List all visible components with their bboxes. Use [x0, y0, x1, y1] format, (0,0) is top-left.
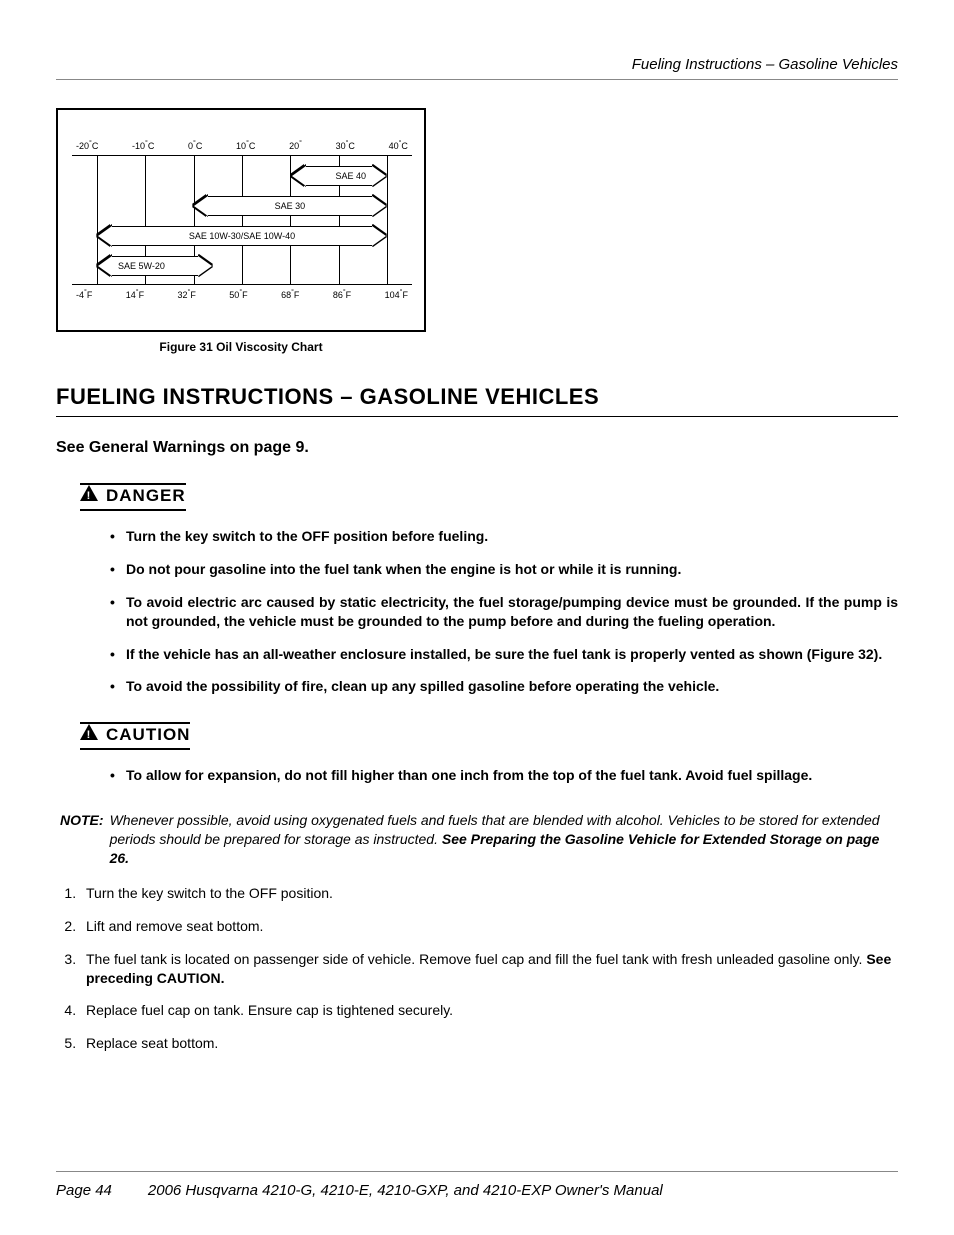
warning-item: To avoid electric arc caused by static e…: [110, 593, 898, 631]
chart-bars-area: SAE 40 SAE 30 SAE 10W-30/SAE 10W-40 SAE 5W-…: [72, 155, 412, 285]
step-item: Replace fuel cap on tank. Ensure cap is …: [80, 1001, 898, 1020]
warning-item: To allow for expansion, do not fill high…: [110, 766, 898, 785]
steps-list: Turn the key switch to the OFF position.…: [80, 884, 898, 1053]
warning-icon: !: [80, 724, 98, 745]
svg-text:!: !: [87, 729, 92, 740]
page-header: Fueling Instructions – Gasoline Vehicles: [56, 56, 898, 80]
temp-label-f: 86°F: [333, 289, 351, 300]
temp-label-f: 50°F: [229, 289, 247, 300]
temp-label-c: 0°C: [188, 140, 202, 151]
section-title: FUELING INSTRUCTIONS – GASOLINE VEHICLES: [56, 384, 898, 410]
viscosity-bar-label: SAE 10W-30/SAE 10W-40: [112, 231, 372, 241]
temp-label-c: 20°: [289, 140, 302, 151]
page-footer: Page 44 2006 Husqvarna 4210-G, 4210-E, 4…: [56, 1171, 898, 1199]
svg-text:!: !: [87, 490, 92, 501]
step-item: Lift and remove seat bottom.: [80, 917, 898, 936]
warning-item: To avoid the possibility of fire, clean …: [110, 677, 898, 696]
figure-caption: Figure 31 Oil Viscosity Chart: [56, 340, 426, 354]
viscosity-bar: SAE 30: [207, 196, 373, 216]
chart-gridline: [290, 156, 291, 284]
figure-box: -20°C -10°C 0°C 10°C 20° 30°C 40°C SAE 40 SAE 3…: [56, 108, 426, 332]
temp-label-f: -4°F: [76, 289, 92, 300]
chart-gridline: [387, 156, 388, 284]
temp-label-f: 104°F: [385, 289, 408, 300]
viscosity-bar: SAE 10W-30/SAE 10W-40: [111, 226, 373, 246]
step-item: Replace seat bottom.: [80, 1034, 898, 1053]
temp-label-f: 32°F: [178, 289, 196, 300]
temp-label-c: -20°C: [76, 140, 98, 151]
temp-label-c: 10°C: [236, 140, 255, 151]
temp-label-c: 40°C: [389, 140, 408, 151]
note-label: NOTE:: [60, 811, 104, 868]
note-block: NOTE: Whenever possible, avoid using oxy…: [60, 811, 898, 868]
temp-label-c: -10°C: [132, 140, 154, 151]
fahrenheit-scale: -4°F 14°F 32°F 50°F 68°F 86°F 104°F: [72, 289, 412, 300]
header-title: Fueling Instructions – Gasoline Vehicles: [632, 56, 898, 73]
footer-title: 2006 Husqvarna 4210-G, 4210-E, 4210-GXP,…: [148, 1182, 663, 1199]
step-text: Replace fuel cap on tank. Ensure cap is …: [86, 1002, 453, 1018]
viscosity-bar: SAE 5W-20: [111, 256, 199, 276]
note-body: Whenever possible, avoid using oxygenate…: [110, 811, 898, 868]
danger-list: Turn the key switch to the OFF position …: [110, 527, 898, 696]
warning-item: Do not pour gasoline into the fuel tank …: [110, 560, 898, 579]
viscosity-bar-label: SAE 40: [306, 171, 372, 181]
warning-icon: !: [80, 485, 98, 506]
caution-badge: ! CAUTION: [80, 722, 190, 750]
viscosity-bar: SAE 40: [305, 166, 373, 186]
danger-label: DANGER: [106, 486, 186, 506]
chart-gridline: [242, 156, 243, 284]
page-container: Fueling Instructions – Gasoline Vehicles…: [0, 0, 954, 1235]
step-text: The fuel tank is located on passenger si…: [86, 951, 866, 967]
step-item: Turn the key switch to the OFF position.: [80, 884, 898, 903]
viscosity-bar-label: SAE 30: [208, 201, 372, 211]
danger-badge: ! DANGER: [80, 483, 186, 511]
celsius-scale: -20°C -10°C 0°C 10°C 20° 30°C 40°C: [72, 140, 412, 151]
oil-viscosity-chart: -20°C -10°C 0°C 10°C 20° 30°C 40°C SAE 40 SAE 3…: [72, 140, 412, 300]
caution-label: CAUTION: [106, 725, 190, 745]
warning-item: Turn the key switch to the OFF position …: [110, 527, 898, 546]
footer-page-number: Page 44: [56, 1182, 112, 1199]
step-item: The fuel tank is located on passenger si…: [80, 950, 898, 988]
viscosity-bar-label: SAE 5W-20: [112, 261, 198, 271]
temp-label-f: 14°F: [126, 289, 144, 300]
step-text: Lift and remove seat bottom.: [86, 918, 263, 934]
temp-label-c: 30°C: [336, 140, 355, 151]
caution-list: To allow for expansion, do not fill high…: [110, 766, 898, 785]
step-text: Turn the key switch to the OFF position.: [86, 885, 333, 901]
warning-item: If the vehicle has an all-weather enclos…: [110, 645, 898, 664]
temp-label-f: 68°F: [281, 289, 299, 300]
section-subheading: See General Warnings on page 9.: [56, 439, 898, 457]
section-rule: [56, 416, 898, 417]
step-text: Replace seat bottom.: [86, 1035, 218, 1051]
